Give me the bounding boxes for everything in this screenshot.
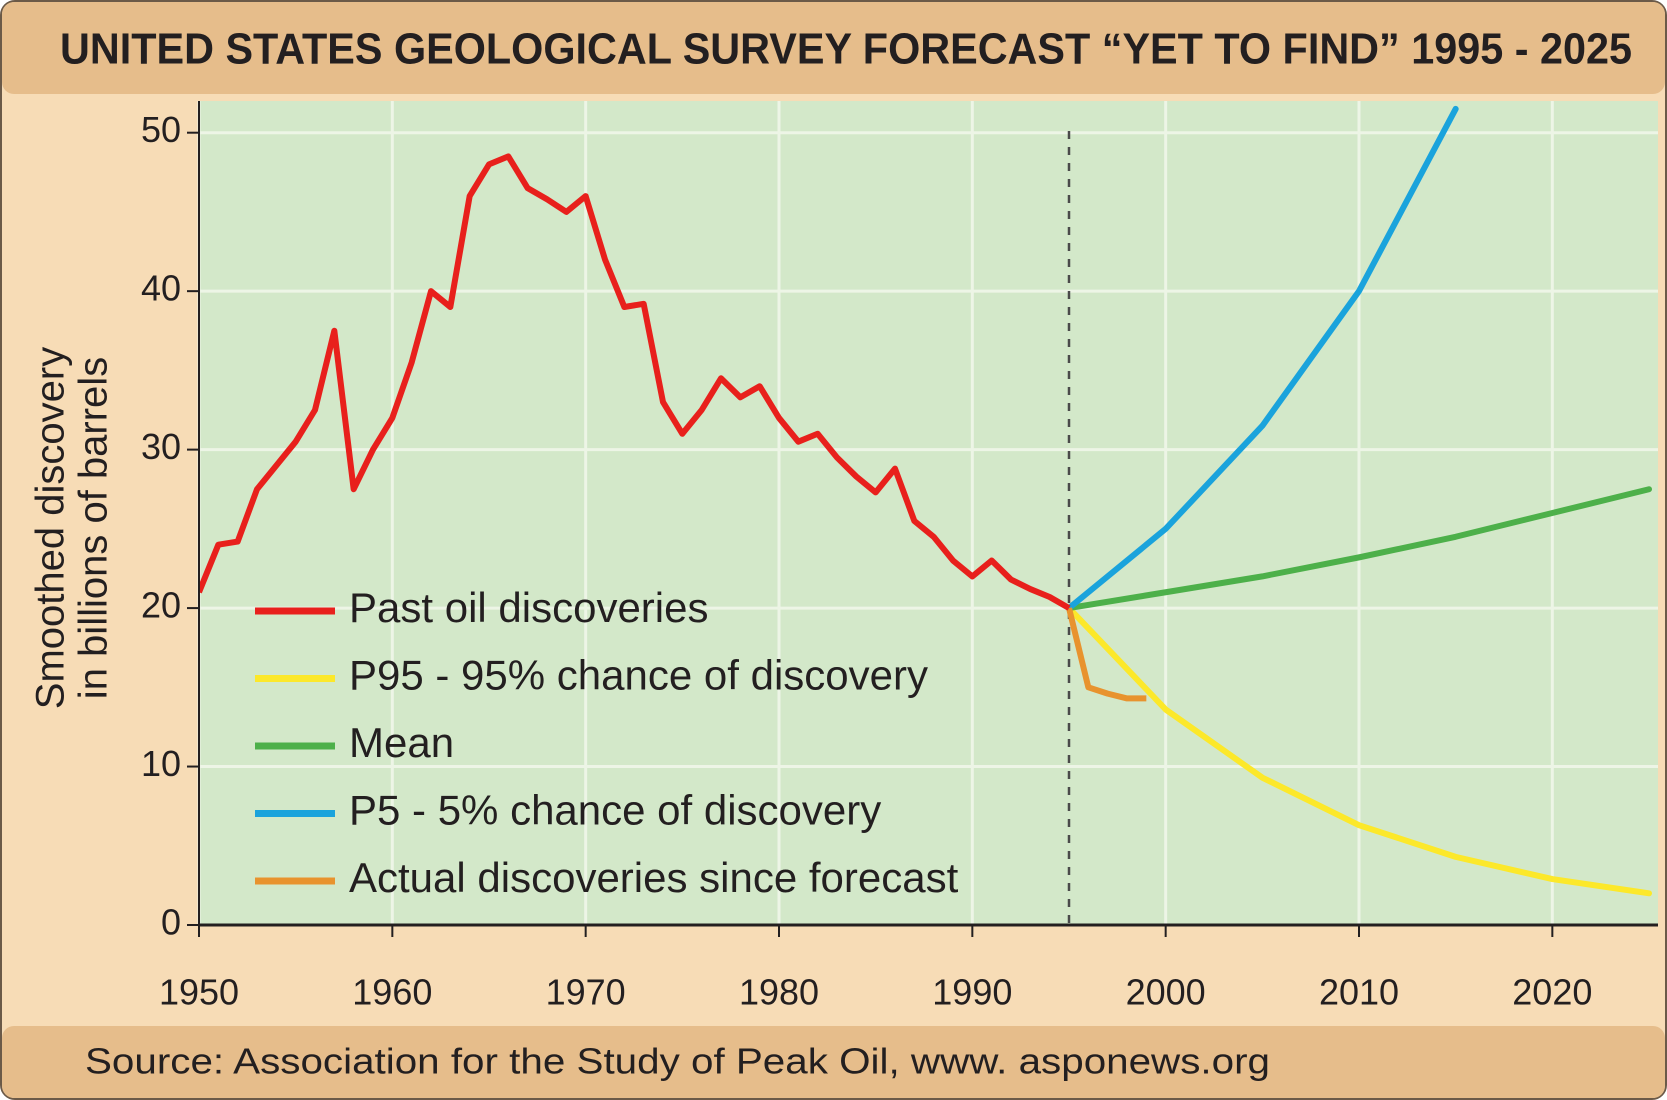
legend-label: P5 - 5% chance of discovery	[349, 787, 881, 834]
y-tick-label: 50	[141, 109, 181, 150]
series-line	[1066, 607, 1147, 702]
y-axis-label: Smoothed discovery	[29, 347, 73, 709]
x-tick-label: 2000	[1126, 972, 1206, 1013]
x-tick-label: 1960	[352, 972, 432, 1013]
x-tick-label: 1950	[159, 972, 239, 1013]
plot-area	[199, 101, 1658, 925]
series-line	[1066, 105, 1459, 612]
y-tick-label: 20	[141, 585, 181, 626]
x-tick-label: 1990	[932, 972, 1012, 1013]
chart-title: UNITED STATES GEOLOGICAL SURVEY FORECAST…	[60, 25, 1632, 74]
axes: 0 10 20 30 40 50 1950 1960 1970 1980 1990 2000 2010 2…	[141, 101, 1658, 1013]
x-tick-label: 1980	[739, 972, 819, 1013]
legend-label: Mean	[349, 719, 454, 766]
y-tick-label: 40	[141, 268, 181, 309]
x-tick-label: 2010	[1319, 972, 1399, 1013]
x-tick-label: 1970	[546, 972, 626, 1013]
x-tick-label: 2020	[1512, 972, 1592, 1013]
series-line	[199, 153, 1071, 611]
legend-label: Actual discoveries since forecast	[349, 854, 959, 901]
title-band	[2, 2, 1665, 94]
y-tick-label: 10	[141, 743, 181, 784]
series-line	[1066, 486, 1652, 612]
legend: Past oil discoveries P95 - 95% chance of …	[255, 584, 959, 901]
series-line	[1066, 605, 1652, 897]
source: Source: Association for the Study of Pea…	[85, 1041, 1270, 1082]
source-band	[2, 1026, 1665, 1098]
series-group	[199, 105, 1652, 897]
legend-label: Past oil discoveries	[349, 584, 708, 631]
y-axis-label: in billions of barrels	[72, 357, 116, 699]
y-tick-label: 30	[141, 426, 181, 467]
legend-label: P95 - 95% chance of discovery	[349, 652, 928, 699]
y-tick-label: 0	[161, 902, 181, 943]
